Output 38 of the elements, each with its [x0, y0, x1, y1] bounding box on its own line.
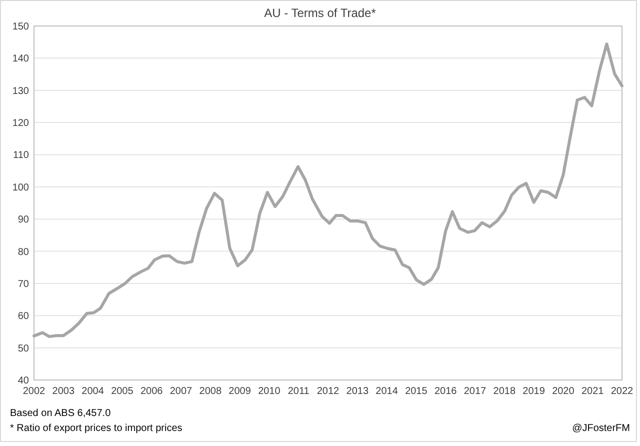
text: Based on ABS 6,457.0 [10, 408, 112, 419]
x-tick-label: 2011 [288, 386, 310, 397]
x-tick-label: 2002 [22, 386, 46, 397]
x-tick-label: 2005 [111, 386, 134, 397]
x-tick-label: 2003 [52, 386, 75, 397]
y-tick-label: 70 [18, 278, 30, 290]
y-tick-label: 150 [12, 22, 30, 32]
x-tick-label: 2013 [346, 386, 369, 397]
y-tick-label: 140 [12, 54, 30, 65]
x-tick-label: 2010 [258, 386, 281, 397]
x-tick-label: 2016 [434, 386, 458, 397]
chart-title: AU - Terms of Trade* [264, 6, 376, 20]
x-tick-label: 2009 [228, 386, 252, 397]
x-tick-label: 2014 [376, 386, 398, 397]
x-tick-label: 2018 [493, 386, 516, 397]
y-tick-label: 80 [18, 246, 30, 258]
x-tick-label: 2006 [140, 386, 164, 397]
x-tick-label: 2012 [316, 386, 340, 397]
x-tick-label: 2019 [522, 386, 546, 397]
x-tick-label: 2008 [199, 386, 222, 397]
y-tick-label: 50 [18, 343, 30, 354]
x-tick-label: 2015 [405, 386, 428, 397]
y-tick-label: 90 [18, 214, 30, 226]
x-tick-label: 2021 [581, 386, 604, 397]
text: @JFosterFM [572, 423, 630, 434]
line-series [32, 42, 624, 338]
y-tick-label: 40 [18, 376, 30, 386]
y-tick-label: 130 [12, 86, 30, 97]
x-tick-label: 2017 [464, 386, 487, 397]
x-tick-label: 2004 [82, 386, 104, 397]
x-tick-label: 2007 [170, 386, 193, 397]
x-tick-label: 2022 [610, 386, 634, 397]
y-tick-label: 120 [12, 118, 30, 130]
y-tick-label: 60 [18, 311, 30, 322]
text: * Ratio of export prices to import prices [10, 423, 182, 434]
y-tick-label: 100 [12, 182, 30, 194]
x-tick-label: 2020 [552, 386, 575, 397]
y-tick-label: 110 [13, 150, 30, 162]
